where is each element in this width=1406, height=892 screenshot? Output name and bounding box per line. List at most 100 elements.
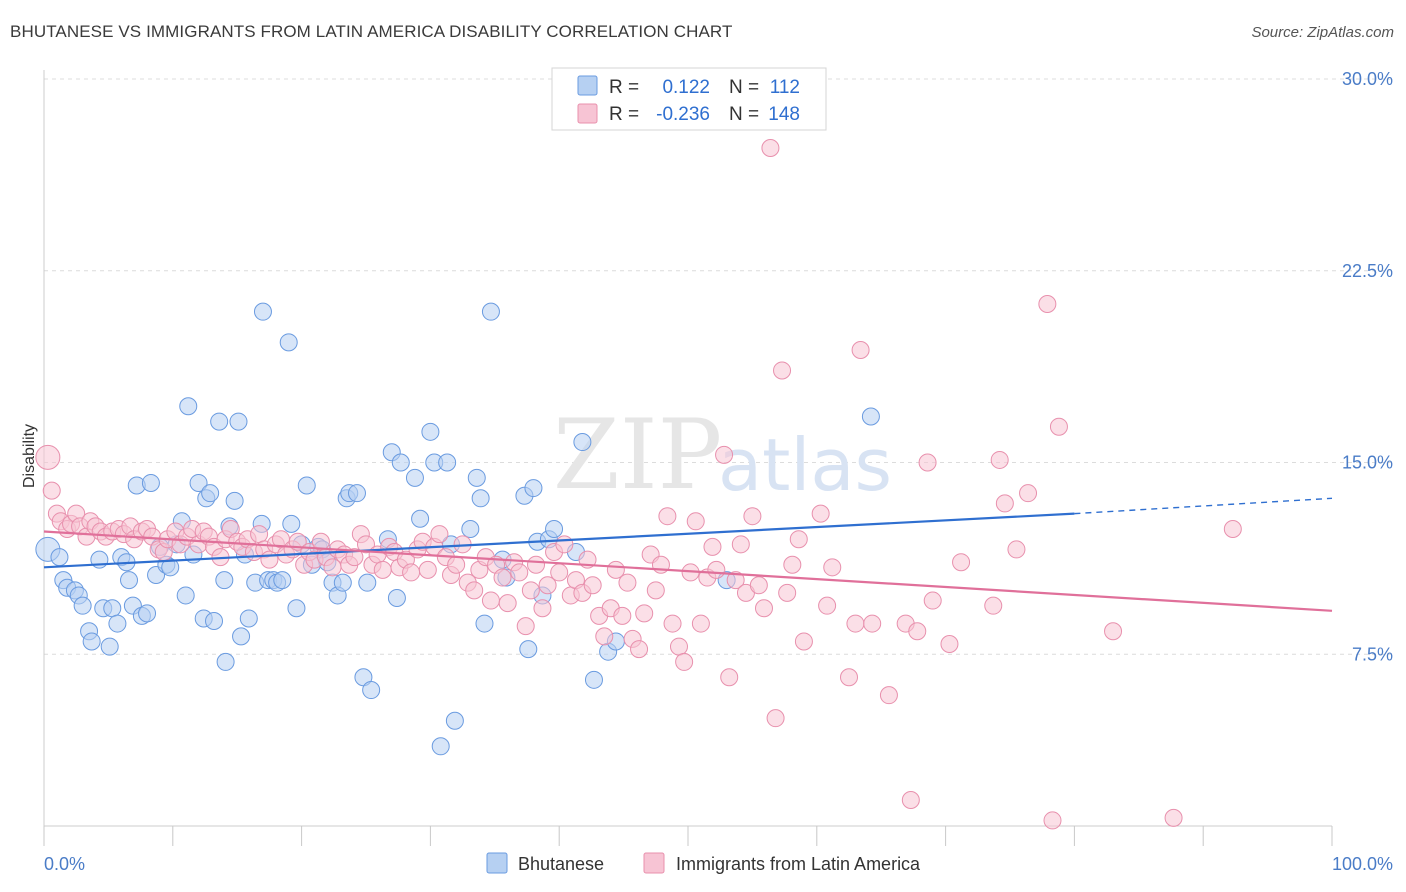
y-axis-label: Disability: [21, 424, 38, 488]
latin-america-point: [550, 563, 569, 582]
bhutanese-point: [333, 573, 352, 592]
legend-n-label-2: N =: [729, 104, 759, 125]
bhutanese-point: [524, 479, 543, 498]
bhutanese-point: [297, 476, 316, 495]
bhutanese-point: [573, 433, 592, 452]
bhutanese-point: [391, 453, 410, 472]
latin-america-point: [260, 550, 279, 569]
latin-america-point: [789, 530, 808, 549]
trend-line-bhutanese-extension: [1074, 497, 1333, 515]
bhutanese-point: [205, 612, 224, 631]
bhutanese-point: [861, 407, 880, 426]
bhutanese-point: [189, 473, 208, 492]
latin-america-point: [794, 632, 813, 651]
latin-america-point: [731, 535, 750, 554]
latin-america-point: [1164, 808, 1183, 827]
x-ticks: [43, 826, 1333, 846]
series-bhutanese: [35, 302, 880, 756]
bhutanese-point: [216, 652, 235, 671]
bhutanese-point: [411, 509, 430, 528]
latin-america-point: [481, 591, 500, 610]
latin-america-point: [1007, 540, 1026, 559]
latin-america-point: [595, 627, 614, 646]
bottom-legend-label-bhutanese: Bhutanese: [518, 854, 604, 874]
bhutanese-point: [287, 599, 306, 618]
latin-america-point: [783, 555, 802, 574]
bhutanese-point: [545, 519, 564, 538]
trend-line-latin-america: [43, 530, 1333, 612]
latin-america-point: [1104, 622, 1123, 641]
latin-america-point: [250, 525, 269, 544]
latin-america-point: [345, 548, 364, 567]
latin-america-point: [658, 507, 677, 526]
trend-line-bhutanese: [43, 512, 1075, 569]
trend-lines: [43, 497, 1333, 612]
latin-america-point: [778, 583, 797, 602]
latin-america-point: [618, 573, 637, 592]
latin-america-point: [521, 581, 540, 600]
latin-america-point: [761, 139, 780, 158]
latin-america-point: [715, 445, 734, 464]
bhutanese-point: [519, 640, 538, 659]
legend-swatch-latin-america: [577, 103, 598, 124]
bhutanese-point: [421, 422, 440, 441]
latin-america-point: [430, 525, 449, 544]
latin-america-point: [1049, 417, 1068, 436]
source-label: Source: ZipAtlas.com: [1251, 24, 1394, 41]
latin-america-point: [990, 450, 1009, 469]
bhutanese-point: [50, 548, 69, 567]
latin-america-point: [1223, 519, 1242, 538]
bhutanese-point: [108, 614, 127, 633]
latin-america-point: [533, 599, 552, 618]
latin-america-point: [1038, 294, 1057, 313]
legend-n-label-1: N =: [729, 77, 759, 98]
latin-america-point: [418, 560, 437, 579]
latin-america-point: [669, 637, 688, 656]
latin-america-point: [818, 596, 837, 615]
latin-america-point: [516, 617, 535, 636]
watermark-zip: ZIP: [553, 399, 722, 511]
bhutanese-point: [282, 514, 301, 533]
bhutanese-point: [387, 589, 406, 608]
bhutanese-point: [438, 453, 457, 472]
latin-america-point: [42, 481, 61, 500]
bhutanese-point: [362, 681, 381, 700]
latin-america-point: [675, 652, 694, 671]
latin-america-point: [940, 635, 959, 654]
latin-america-point: [663, 614, 682, 633]
bhutanese-point: [273, 571, 292, 590]
bhutanese-point: [179, 397, 198, 416]
latin-america-point: [538, 576, 557, 595]
chart-title: BHUTANESE VS IMMIGRANTS FROM LATIN AMERI…: [10, 22, 733, 41]
bhutanese-point: [73, 596, 92, 615]
latin-america-point: [465, 581, 484, 600]
y-tick-label: 22.5%: [1342, 261, 1393, 281]
bhutanese-point: [481, 302, 500, 321]
bhutanese-point: [445, 711, 464, 730]
latin-america-point: [35, 444, 61, 470]
latin-america-point: [840, 668, 858, 687]
latin-america-point: [952, 553, 971, 572]
latin-america-point: [703, 537, 722, 556]
bottom-legend-label-latin-america: Immigrants from Latin America: [676, 854, 921, 874]
latin-america-point: [995, 494, 1014, 513]
legend-r-label-1: R =: [609, 77, 639, 98]
legend-r-value-1: 0.122: [662, 77, 710, 98]
latin-america-point: [879, 686, 898, 705]
bhutanese-point: [239, 609, 258, 628]
latin-america-point: [754, 599, 773, 618]
latin-america-point: [630, 640, 649, 659]
y-tick-label: 7.5%: [1352, 644, 1393, 664]
bhutanese-point: [138, 604, 157, 623]
latin-america-point: [901, 790, 920, 809]
bhutanese-point: [120, 571, 139, 590]
latin-america-point: [918, 453, 937, 472]
y-tick-label: 15.0%: [1342, 453, 1393, 473]
bottom-legend-swatch-latin-america: [643, 852, 665, 874]
y-tick-label: 30.0%: [1342, 69, 1393, 89]
bhutanese-point: [475, 614, 494, 633]
latin-america-point: [720, 668, 739, 687]
bhutanese-point: [161, 558, 180, 577]
latin-america-point: [613, 606, 632, 625]
latin-america-point: [749, 576, 768, 595]
